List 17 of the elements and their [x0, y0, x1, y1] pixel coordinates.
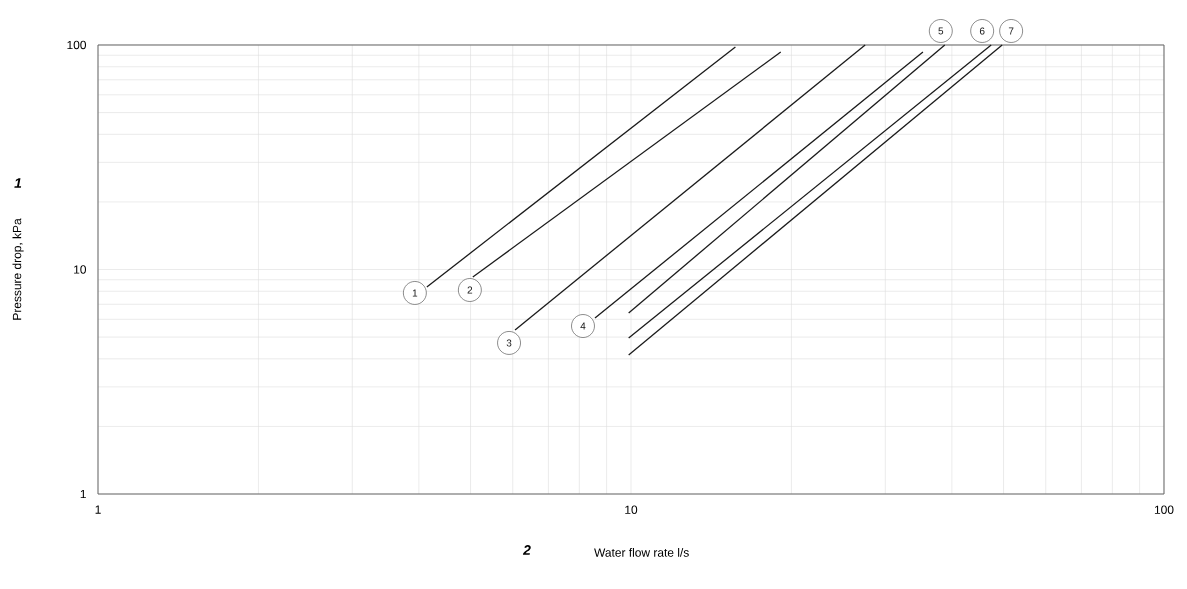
- x-tick-label: 100: [1154, 505, 1174, 514]
- y-tick-label: 100: [67, 40, 87, 50]
- x-tick-label: 1: [95, 505, 101, 514]
- series-label: 2: [467, 286, 473, 294]
- series-label: 7: [1008, 27, 1014, 35]
- series-label: 1: [412, 289, 418, 297]
- x-tick-label: 10: [625, 505, 638, 514]
- y-axis-title: Pressure drop, kPa: [12, 218, 24, 320]
- series-label: 6: [979, 27, 985, 35]
- series-label: 4: [580, 322, 586, 330]
- y-tick-label: 10: [74, 265, 87, 274]
- series-label: 3: [506, 339, 512, 347]
- y-tick-label: 1: [80, 489, 86, 499]
- text: 2: [522, 545, 531, 555]
- series-label: 5: [938, 27, 944, 35]
- text: 1: [14, 178, 22, 188]
- x-axis-title: Water flow rate l/s: [594, 547, 689, 557]
